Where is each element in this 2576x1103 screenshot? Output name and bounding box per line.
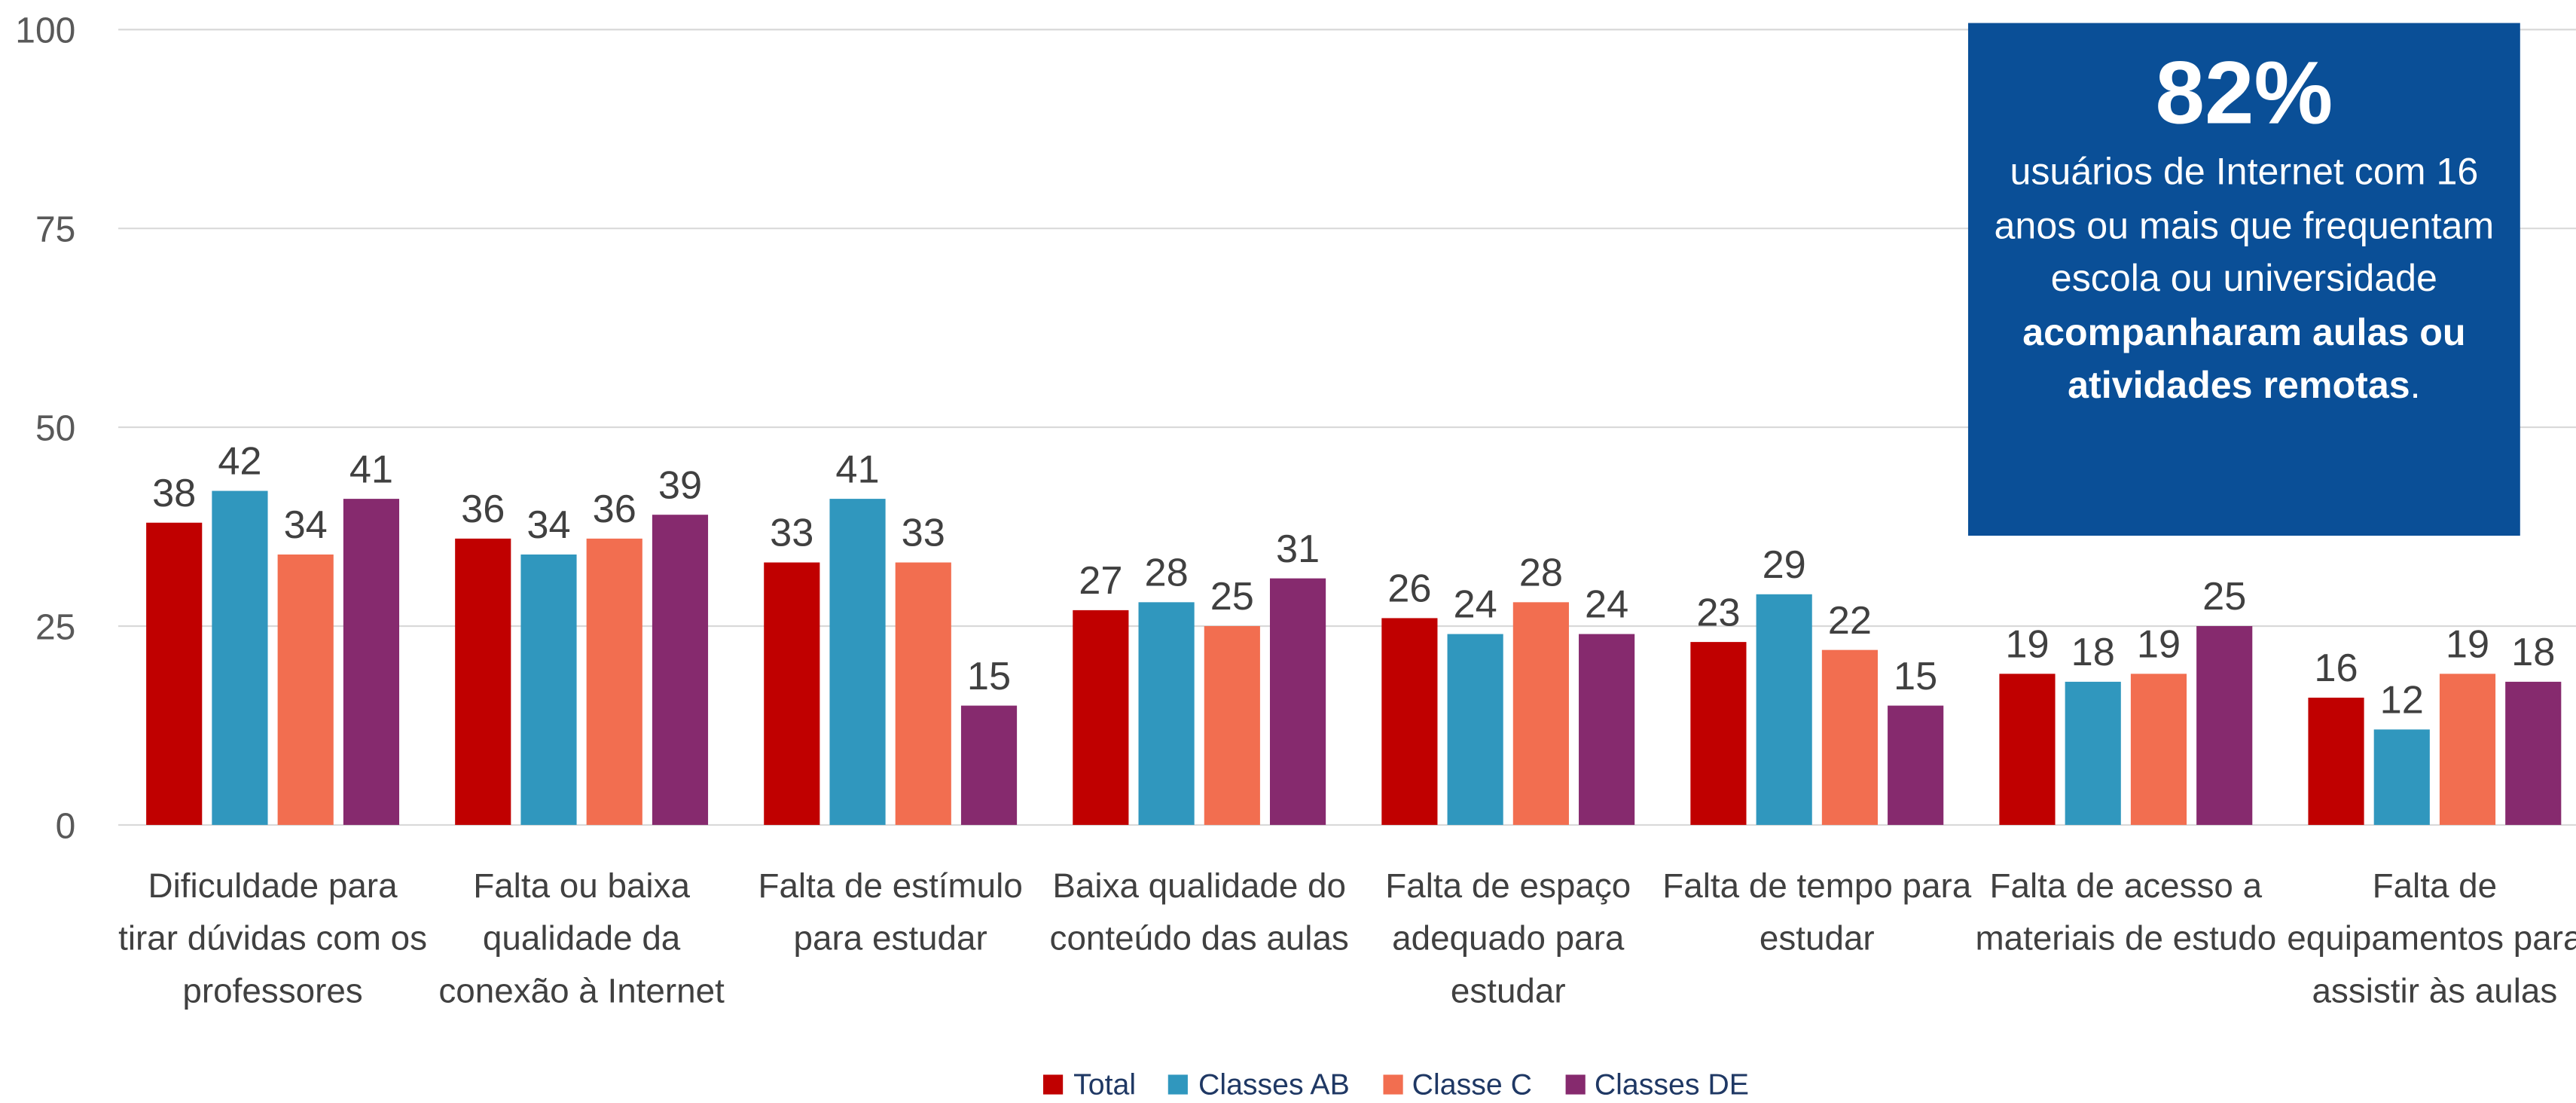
callout-headline: 82% xyxy=(2155,44,2333,143)
data-label: 34 xyxy=(284,503,328,547)
y-tick-label: 100 xyxy=(15,11,75,51)
bar xyxy=(277,554,334,825)
bar xyxy=(1138,602,1195,825)
legend-item: Classes DE xyxy=(1564,1068,1749,1101)
bar xyxy=(895,562,951,825)
bar xyxy=(212,490,268,825)
data-label: 25 xyxy=(1210,575,1254,619)
data-label: 26 xyxy=(1387,567,1431,611)
bar xyxy=(1447,634,1503,825)
callout-body: usuários de Internet com 16 anos ou mais… xyxy=(1994,149,2495,299)
data-label: 18 xyxy=(2511,631,2555,674)
data-label: 24 xyxy=(1585,583,1628,627)
bar xyxy=(1999,674,2056,825)
bar xyxy=(146,522,203,825)
legend-swatch xyxy=(1043,1074,1064,1095)
callout: 82% usuários de Internet com 16 anos ou … xyxy=(1967,23,2520,536)
data-label: 34 xyxy=(526,503,570,547)
data-label: 19 xyxy=(2137,623,2181,667)
bar xyxy=(1204,625,1260,825)
data-label: 15 xyxy=(967,655,1011,698)
bar xyxy=(1821,649,1878,825)
data-label: 28 xyxy=(1519,552,1563,595)
x-tick-label: Baixa qualidade do conteúdo das aulas xyxy=(1049,867,1349,958)
bar xyxy=(2308,698,2364,825)
bar xyxy=(1269,578,1326,825)
legend-swatch xyxy=(1564,1074,1585,1095)
legend-label: Total xyxy=(1073,1068,1137,1101)
y-tick-label: 0 xyxy=(56,806,76,846)
callout-bold: acompanharam aulas ou atividades remotas xyxy=(2022,310,2466,406)
data-label: 38 xyxy=(152,472,196,515)
legend-item: Total xyxy=(1043,1068,1137,1101)
data-label: 42 xyxy=(218,440,261,484)
bar xyxy=(1579,634,1635,825)
x-tick-label: Falta de acesso a materiais de estudo xyxy=(1975,867,2277,958)
bar xyxy=(2130,674,2187,825)
bar xyxy=(960,705,1018,825)
bar xyxy=(586,538,642,825)
bar xyxy=(2505,681,2562,825)
callout-text: usuários de Internet com 16 anos ou mais… xyxy=(1985,145,2504,411)
legend-item: Classe C xyxy=(1382,1068,1532,1101)
data-label: 24 xyxy=(1454,583,1497,627)
data-label: 36 xyxy=(461,487,505,531)
bar xyxy=(2065,681,2121,825)
data-label: 31 xyxy=(1276,527,1320,571)
bar xyxy=(1512,602,1569,825)
callout-tail: . xyxy=(2410,363,2421,406)
data-label: 18 xyxy=(2071,631,2115,674)
bar xyxy=(2439,674,2496,825)
bar xyxy=(2196,625,2253,825)
data-label: 27 xyxy=(1079,559,1122,603)
data-label: 33 xyxy=(902,512,945,555)
data-label: 29 xyxy=(1763,543,1806,587)
bar xyxy=(1381,618,1438,825)
data-label: 22 xyxy=(1828,599,1872,643)
x-tick-label: Falta ou baixa qualidade da conexão à In… xyxy=(438,867,725,1011)
x-tick-label: Falta de equipamentos para assistir às a… xyxy=(2287,867,2576,1011)
bar xyxy=(2373,729,2430,825)
data-label: 16 xyxy=(2314,646,2358,690)
data-label: 36 xyxy=(593,487,636,531)
data-label: 19 xyxy=(2446,623,2489,667)
bar xyxy=(1756,594,1812,825)
legend-label: Classes AB xyxy=(1198,1068,1350,1101)
x-tick-label: Falta de tempo para estudar xyxy=(1662,867,1972,958)
legend-swatch xyxy=(1382,1074,1402,1095)
data-label: 39 xyxy=(658,463,702,507)
legend-label: Classe C xyxy=(1412,1068,1532,1101)
data-label: 33 xyxy=(770,512,813,555)
bar xyxy=(652,515,709,825)
data-label: 41 xyxy=(835,448,879,491)
x-tick-label: Falta de espaço adequado para estudar xyxy=(1385,867,1631,1011)
bar xyxy=(1073,610,1129,825)
x-tick-label: Falta de estímulo para estudar xyxy=(758,867,1023,958)
bar xyxy=(343,499,400,825)
data-label: 19 xyxy=(2005,623,2049,667)
data-label: 28 xyxy=(1144,552,1188,595)
bar xyxy=(1690,642,1747,825)
y-tick-label: 75 xyxy=(35,210,75,250)
x-tick-label: Dificuldade para tirar dúvidas com os pr… xyxy=(118,867,427,1011)
legend-label: Classes DE xyxy=(1594,1068,1749,1101)
data-label: 25 xyxy=(2202,575,2246,619)
y-tick-label: 50 xyxy=(35,409,75,449)
data-label: 15 xyxy=(1894,655,1937,698)
bar xyxy=(1888,705,1944,825)
data-label: 23 xyxy=(1696,591,1740,634)
legend: Total Classes AB Classe C Classes DE xyxy=(0,1068,2576,1103)
bar xyxy=(520,554,577,825)
bar xyxy=(829,499,886,825)
legend-swatch xyxy=(1168,1074,1189,1095)
data-label: 12 xyxy=(2380,678,2424,722)
bar xyxy=(764,562,820,825)
bar xyxy=(455,538,511,825)
legend-item: Classes AB xyxy=(1168,1068,1350,1101)
data-label: 41 xyxy=(349,448,393,491)
y-tick-label: 25 xyxy=(35,607,75,647)
